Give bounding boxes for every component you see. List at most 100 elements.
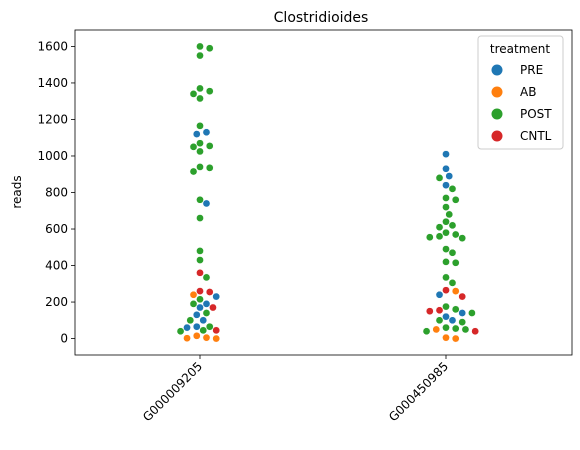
point-ab xyxy=(451,287,460,295)
point-cntl xyxy=(442,286,450,295)
point-post xyxy=(451,195,460,204)
point-post xyxy=(425,233,434,242)
point-pre xyxy=(435,290,444,299)
point-post xyxy=(442,203,450,211)
point-ab xyxy=(183,334,191,343)
point-post xyxy=(442,273,450,282)
y-tick-label: 800 xyxy=(45,186,68,200)
y-tick-label: 1400 xyxy=(37,76,68,90)
point-post xyxy=(435,232,444,241)
point-post xyxy=(205,44,214,53)
point-post xyxy=(202,273,211,282)
legend-marker-pre xyxy=(491,64,503,76)
data-points xyxy=(176,42,480,343)
point-post xyxy=(451,305,460,314)
point-post xyxy=(422,327,431,336)
point-post xyxy=(451,324,460,333)
point-cntl xyxy=(435,306,444,315)
point-post xyxy=(196,214,204,222)
point-post xyxy=(186,316,195,325)
point-ab xyxy=(442,333,450,342)
point-cntl xyxy=(196,287,204,295)
point-post xyxy=(205,87,214,96)
point-ab xyxy=(212,334,221,343)
point-post xyxy=(205,322,214,331)
y-tick-label: 600 xyxy=(45,222,68,236)
point-post xyxy=(189,167,198,176)
point-post xyxy=(176,327,185,336)
point-post xyxy=(435,174,444,182)
point-post xyxy=(442,258,450,266)
y-tick-label: 1200 xyxy=(37,112,68,126)
y-axis: 0 200 400 600 800 1000 1200 1400 1600 xyxy=(37,39,75,346)
point-post xyxy=(442,245,450,253)
point-post xyxy=(205,142,214,150)
point-post xyxy=(442,194,450,202)
y-tick-label: 1000 xyxy=(37,149,68,163)
point-post xyxy=(199,326,208,335)
point-post xyxy=(445,210,454,219)
point-post xyxy=(196,247,204,255)
point-post xyxy=(196,84,204,93)
point-post xyxy=(196,163,204,171)
point-pre xyxy=(192,130,201,138)
point-post xyxy=(451,230,460,239)
point-post xyxy=(448,279,457,287)
point-pre xyxy=(199,316,208,325)
point-post xyxy=(196,195,204,204)
point-cntl xyxy=(205,288,214,296)
point-cntl xyxy=(209,303,217,312)
point-ab xyxy=(189,290,198,299)
y-axis-title: reads xyxy=(10,175,24,208)
point-pre xyxy=(192,310,201,319)
point-post xyxy=(451,258,460,267)
point-post xyxy=(205,164,214,172)
point-pre xyxy=(212,292,221,301)
point-post xyxy=(196,51,204,60)
x-tick-label: G000009205 xyxy=(140,359,205,424)
point-ab xyxy=(192,331,201,340)
point-pre xyxy=(458,309,467,317)
point-post xyxy=(458,318,467,326)
point-pre xyxy=(183,323,191,332)
legend-label-ab: AB xyxy=(520,85,536,99)
y-tick-label: 0 xyxy=(60,332,68,346)
point-post xyxy=(435,223,444,232)
point-post xyxy=(196,295,204,304)
point-pre xyxy=(442,164,450,173)
legend-frame xyxy=(477,35,564,150)
point-cntl xyxy=(458,292,467,301)
legend-marker-cntl xyxy=(491,130,503,142)
point-post xyxy=(442,302,450,311)
point-post xyxy=(189,143,198,151)
point-pre xyxy=(442,181,450,190)
point-cntl xyxy=(196,268,204,277)
legend-label-post: POST xyxy=(520,107,552,121)
point-cntl xyxy=(212,326,221,335)
point-post xyxy=(189,300,198,308)
point-pre xyxy=(445,172,454,180)
point-ab xyxy=(451,334,460,343)
legend-marker-post xyxy=(491,108,503,120)
point-post xyxy=(196,147,204,156)
point-post xyxy=(196,139,204,148)
point-post xyxy=(458,234,467,242)
point-post xyxy=(442,228,450,237)
point-cntl xyxy=(425,307,434,316)
point-pre xyxy=(202,300,211,308)
legend-marker-ab xyxy=(491,86,503,98)
point-post xyxy=(468,309,476,317)
point-post xyxy=(442,217,450,226)
point-post xyxy=(442,323,450,332)
point-post xyxy=(189,90,198,98)
point-pre xyxy=(448,316,457,325)
point-post xyxy=(196,256,204,264)
legend-label-cntl: CNTL xyxy=(520,129,552,143)
point-post xyxy=(448,221,457,230)
point-post xyxy=(202,309,211,317)
x-tick-label: G000450985 xyxy=(386,359,451,424)
legend-title: treatment xyxy=(490,42,550,56)
point-post xyxy=(435,316,444,325)
y-tick-label: 1600 xyxy=(37,39,68,53)
